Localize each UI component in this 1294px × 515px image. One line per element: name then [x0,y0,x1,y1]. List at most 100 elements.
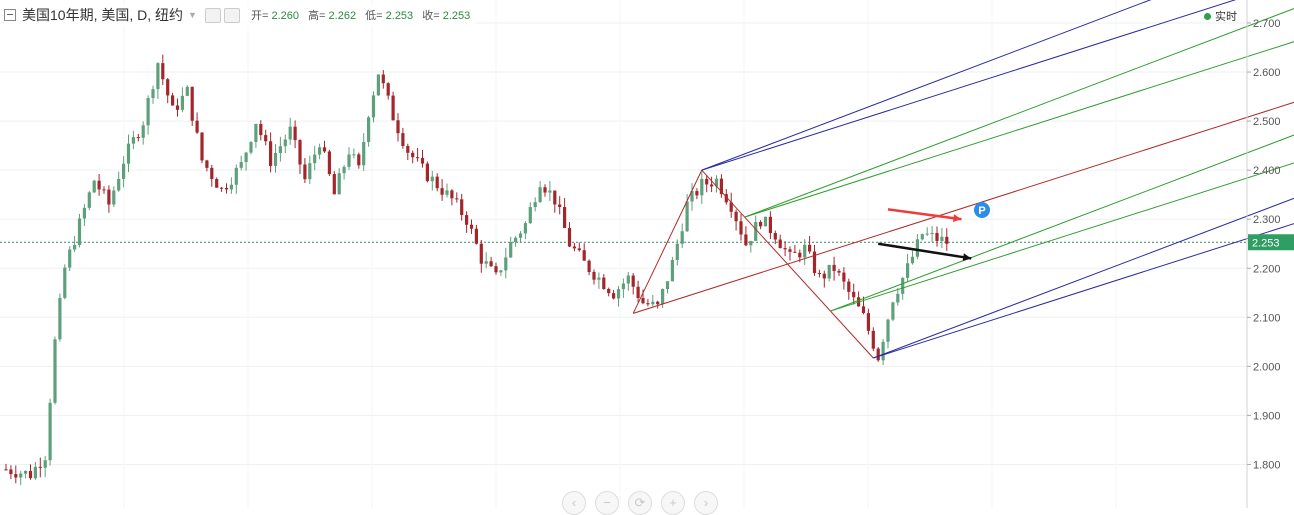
candle-body [847,281,851,292]
candle-body [724,194,728,203]
candle-body [220,187,224,189]
candle-body [112,190,116,205]
candle-body [77,218,82,246]
reset-button[interactable]: ⟳ [628,491,652,515]
realtime-indicator[interactable]: 实时 [1204,8,1237,24]
close-value: 2.253 [442,10,471,22]
candle-body [710,184,714,187]
candle-body [82,207,86,219]
candle-body [318,147,322,155]
candle-body [14,474,18,478]
candle-body [288,126,292,140]
candle-body [210,167,214,180]
arrow-head [952,214,962,223]
candle-body [53,339,57,403]
zoom-out-button[interactable]: − [595,491,619,515]
realtime-label: 实时 [1215,11,1237,23]
candle-body [43,460,47,468]
zoom-in-button[interactable]: + [661,491,685,515]
high-value: 2.262 [328,10,357,22]
candle-body [63,267,67,298]
candle-body [161,63,165,80]
candle-body [224,187,229,190]
candle-body [651,301,655,305]
candle-body [229,184,233,190]
price-axis[interactable]: 2.700 2.600 2.500 2.400 2.300 2.200 2.100 2.000… [1246,0,1281,508]
candle-body [269,141,273,166]
hide-icon[interactable] [223,7,240,23]
candle-body [371,95,376,118]
candle-body [278,146,282,153]
candle-body [768,216,772,234]
axis-tick-label: 2.200 [1253,263,1281,275]
axis-tick-label: 2.600 [1253,67,1281,79]
candle-body [808,244,812,252]
collapse-icon[interactable] [4,9,16,21]
candle-body [915,239,919,257]
candle-body [641,298,645,304]
candle-body [597,277,601,280]
axis-tick-label: 2.300 [1253,214,1281,226]
candle-body [489,261,493,267]
candle-body [92,180,96,193]
candle-body [607,289,611,294]
candle-body [675,243,679,261]
candle-body [411,152,415,158]
candle-body [925,233,929,235]
candle-body [876,348,880,361]
candle-body [759,221,763,227]
chevron-down-icon[interactable]: ▼ [188,10,197,20]
close-label: 收= [422,10,440,22]
candle-body [533,202,537,208]
pitchfork-line [701,0,1152,171]
candle-body [509,242,513,258]
settings-icon[interactable] [204,7,221,23]
scroll-right-button[interactable]: › [694,491,718,515]
candle-body [185,86,189,96]
axis-tick-label: 2.400 [1253,165,1281,177]
candle-body [861,306,866,314]
axis-tick-label: 2.000 [1253,361,1281,373]
candle-body [126,143,131,164]
candle-body [440,188,444,195]
candle-body [729,202,733,212]
candle-body [107,189,111,205]
candle-body [695,191,699,196]
candle-body [362,141,366,166]
candle-body [626,275,630,284]
candle-body [249,141,253,153]
candle-body [450,190,454,199]
candle-body [406,146,410,153]
candle-body [910,256,915,264]
candle-body [474,228,478,244]
candle-body [381,74,385,84]
candle-body [254,123,258,142]
candle-body [455,198,459,200]
pitchforks[interactable] [632,0,1294,359]
candle-body [920,234,924,240]
candle-body [690,191,694,202]
candle-body [563,207,567,228]
candle-body [293,126,297,141]
candle-body [73,245,77,250]
candle-body [244,152,248,163]
candle-body [587,260,591,272]
candle-body [616,289,621,299]
candle-body [852,291,856,298]
candle-body [259,123,263,136]
p-marker[interactable]: P [974,202,990,218]
candle-body [646,303,650,305]
candle-body [494,266,498,273]
symbol-label[interactable]: 美国10年期, 美国, D, 纽约 [22,7,184,23]
candle-body [739,221,743,235]
annotation-arrows[interactable] [878,208,972,262]
candle-body [896,293,900,303]
candle-body [714,178,719,187]
candle-body [151,89,155,98]
scroll-left-button[interactable]: ‹ [562,491,586,515]
candle-body [166,79,170,96]
candle-body [264,135,268,142]
pitchfork-line [633,101,1294,314]
low-value: 2.253 [385,10,414,22]
